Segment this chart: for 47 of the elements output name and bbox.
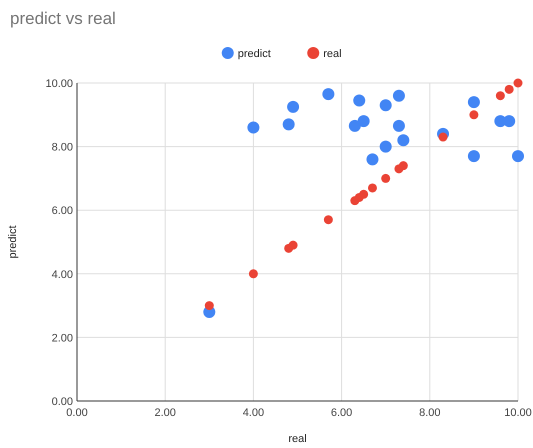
point bbox=[496, 91, 505, 100]
point bbox=[398, 161, 408, 170]
point bbox=[322, 88, 334, 100]
point bbox=[287, 100, 300, 113]
point bbox=[247, 122, 260, 134]
point bbox=[324, 215, 333, 224]
legend-label: real bbox=[323, 48, 342, 60]
y-tick-label: 6.00 bbox=[52, 205, 73, 218]
y-tick-label: 4.00 bbox=[52, 268, 73, 281]
point bbox=[512, 150, 524, 162]
point bbox=[368, 183, 377, 192]
x-tick-label: 4.00 bbox=[242, 407, 264, 419]
x-tick-label: 8.00 bbox=[419, 407, 441, 419]
point bbox=[381, 174, 390, 183]
y-tick-label: 2.00 bbox=[52, 332, 73, 344]
point bbox=[288, 240, 298, 250]
point bbox=[392, 90, 405, 102]
point bbox=[353, 94, 366, 106]
x-tick-label: 10.00 bbox=[504, 407, 532, 419]
point bbox=[438, 132, 448, 142]
point bbox=[504, 84, 514, 94]
y-tick-label: 0.00 bbox=[52, 396, 73, 408]
y-tick-label: 8.00 bbox=[52, 142, 73, 154]
point bbox=[358, 115, 370, 128]
point bbox=[397, 134, 410, 146]
point bbox=[392, 120, 405, 132]
point bbox=[468, 150, 480, 162]
point bbox=[282, 118, 295, 130]
x-tick-label: 2.00 bbox=[154, 407, 176, 419]
point bbox=[468, 96, 480, 108]
x-tick-label: 6.00 bbox=[330, 407, 352, 419]
x-axis-title: real bbox=[288, 433, 307, 445]
y-tick-label: 10.00 bbox=[45, 78, 73, 90]
point bbox=[380, 99, 392, 112]
point bbox=[248, 269, 258, 278]
point bbox=[348, 120, 361, 132]
x-tick-label: 0.00 bbox=[66, 407, 88, 419]
point bbox=[380, 140, 392, 153]
point bbox=[503, 115, 516, 128]
point bbox=[359, 190, 368, 199]
point bbox=[366, 153, 378, 166]
y-axis-title: predict bbox=[7, 225, 19, 259]
chart-title: predict vs real bbox=[10, 9, 116, 28]
point bbox=[514, 78, 522, 88]
legend-label: predict bbox=[238, 48, 271, 60]
point bbox=[469, 110, 478, 120]
point bbox=[204, 301, 214, 310]
